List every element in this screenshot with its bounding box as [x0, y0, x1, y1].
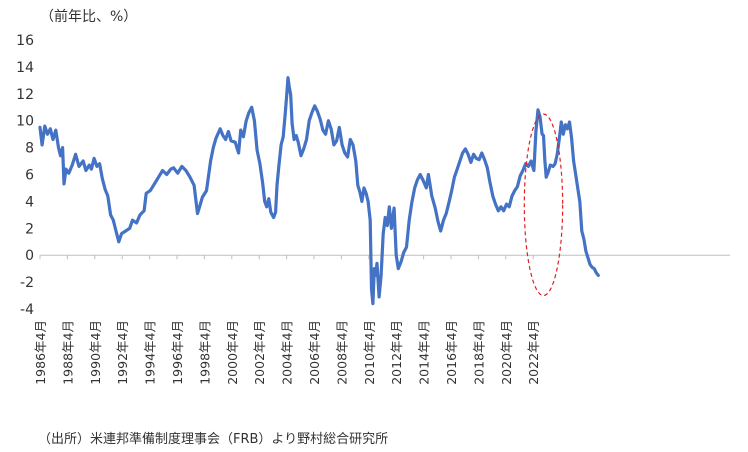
x-tick-label: 1990年4月 [88, 320, 103, 385]
x-tick-label: 1988年4月 [60, 320, 75, 385]
x-tick-label: 2020年4月 [499, 320, 514, 385]
x-tick-label: 2012年4月 [389, 320, 404, 385]
x-tick-label: 2018年4月 [471, 320, 486, 385]
y-tick-label: 10 [16, 114, 34, 130]
y-tick-label: -4 [20, 302, 34, 318]
x-axis-ticks: 1986年4月 1988年4月 1990年4月 1992年4月 1994年4月 1996年… [33, 255, 541, 385]
x-tick-label: 2000年4月 [225, 320, 240, 385]
x-tick-label: 2010年4月 [362, 320, 377, 385]
y-tick-label: 0 [25, 248, 34, 264]
x-tick-label: 2002年4月 [252, 320, 267, 385]
y-tick-label: 4 [25, 194, 34, 210]
y-tick-label: -2 [20, 275, 34, 291]
source-note: （出所）米連邦準備制度理事会（FRB）より野村総合研究所 [38, 432, 389, 447]
y-tick-label: 6 [25, 168, 34, 184]
x-tick-label: 2016年4月 [444, 320, 459, 385]
y-tick-label: 14 [16, 60, 34, 76]
x-tick-label: 2004年4月 [280, 320, 295, 385]
y-tick-label: 12 [16, 87, 34, 103]
x-tick-label: 2022年4月 [526, 320, 541, 385]
y-tick-label: 8 [25, 141, 34, 157]
series-line [38, 76, 600, 306]
y-axis-unit-label: （前年比、%） [40, 9, 138, 25]
x-tick-label: 2014年4月 [417, 320, 432, 385]
x-tick-label: 1994年4月 [143, 320, 158, 385]
y-axis-ticks: -4 -2 0 2 4 6 8 10 12 14 16 [16, 33, 34, 318]
y-tick-label: 16 [16, 33, 34, 49]
x-tick-label: 2006年4月 [307, 320, 322, 385]
x-tick-label: 2008年4月 [334, 320, 349, 385]
x-tick-label: 1986年4月 [33, 320, 48, 385]
highlight-ellipse [523, 113, 564, 297]
x-tick-label: 1992年4月 [115, 320, 130, 385]
y-tick-label: 2 [25, 221, 34, 237]
x-tick-label: 1998年4月 [197, 320, 212, 385]
x-tick-label: 1996年4月 [170, 320, 185, 385]
